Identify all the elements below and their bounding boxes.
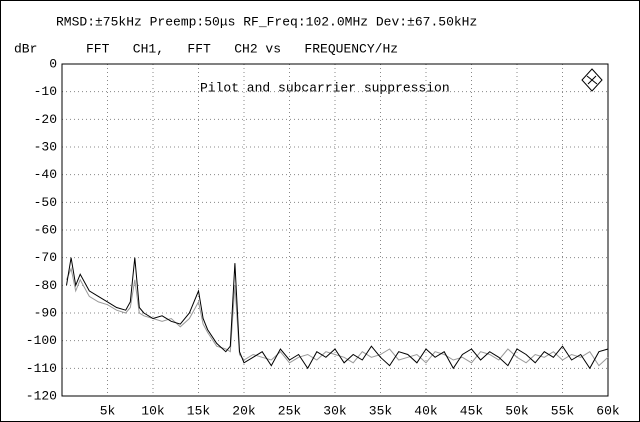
plot-border: [61, 63, 609, 397]
y-tick-label: -110: [26, 361, 57, 376]
logo-mark: [586, 75, 598, 85]
y-tick-label: -30: [34, 139, 57, 154]
y-tick-label: -40: [34, 167, 57, 182]
y-tick-label: -60: [34, 222, 57, 237]
annotation: Pilot and subcarrier suppression: [200, 80, 450, 95]
series-line: [66, 257, 609, 370]
x-tick-label: 5k: [100, 403, 116, 418]
x-tick-label: 60k: [596, 403, 620, 418]
y-tick-label: -70: [34, 250, 57, 265]
x-tick-label: 30k: [323, 403, 347, 418]
chart-title: RMSD:±75kHz Preemp:50μs RF_Freq:102.0MHz…: [56, 14, 477, 29]
y-tick-label: 0: [49, 56, 57, 71]
x-tick-label: 10k: [141, 403, 165, 418]
y-tick-label: -20: [34, 112, 57, 127]
y-tick-label: -80: [34, 278, 57, 293]
y-tick-label: -90: [34, 305, 57, 320]
x-tick-label: 25k: [278, 403, 302, 418]
y-tick-label: -120: [26, 388, 57, 403]
y-tick-label: -100: [26, 333, 57, 348]
x-tick-label: 35k: [369, 403, 393, 418]
logo-diamond: [581, 68, 603, 92]
chart-subtitle: FFT CH1, FFT CH2 vs FREQUENCY/Hz: [86, 41, 398, 56]
y-tick-label: -50: [34, 195, 57, 210]
series-line: [66, 267, 609, 367]
x-tick-label: 45k: [460, 403, 484, 418]
x-tick-label: 55k: [551, 403, 575, 418]
y-axis-label: dBr: [14, 41, 37, 56]
x-tick-label: 50k: [505, 403, 529, 418]
x-tick-label: 20k: [232, 403, 256, 418]
y-tick-label: -10: [34, 84, 57, 99]
logo: [581, 68, 603, 92]
x-tick-label: 15k: [187, 403, 211, 418]
x-tick-label: 40k: [414, 403, 438, 418]
